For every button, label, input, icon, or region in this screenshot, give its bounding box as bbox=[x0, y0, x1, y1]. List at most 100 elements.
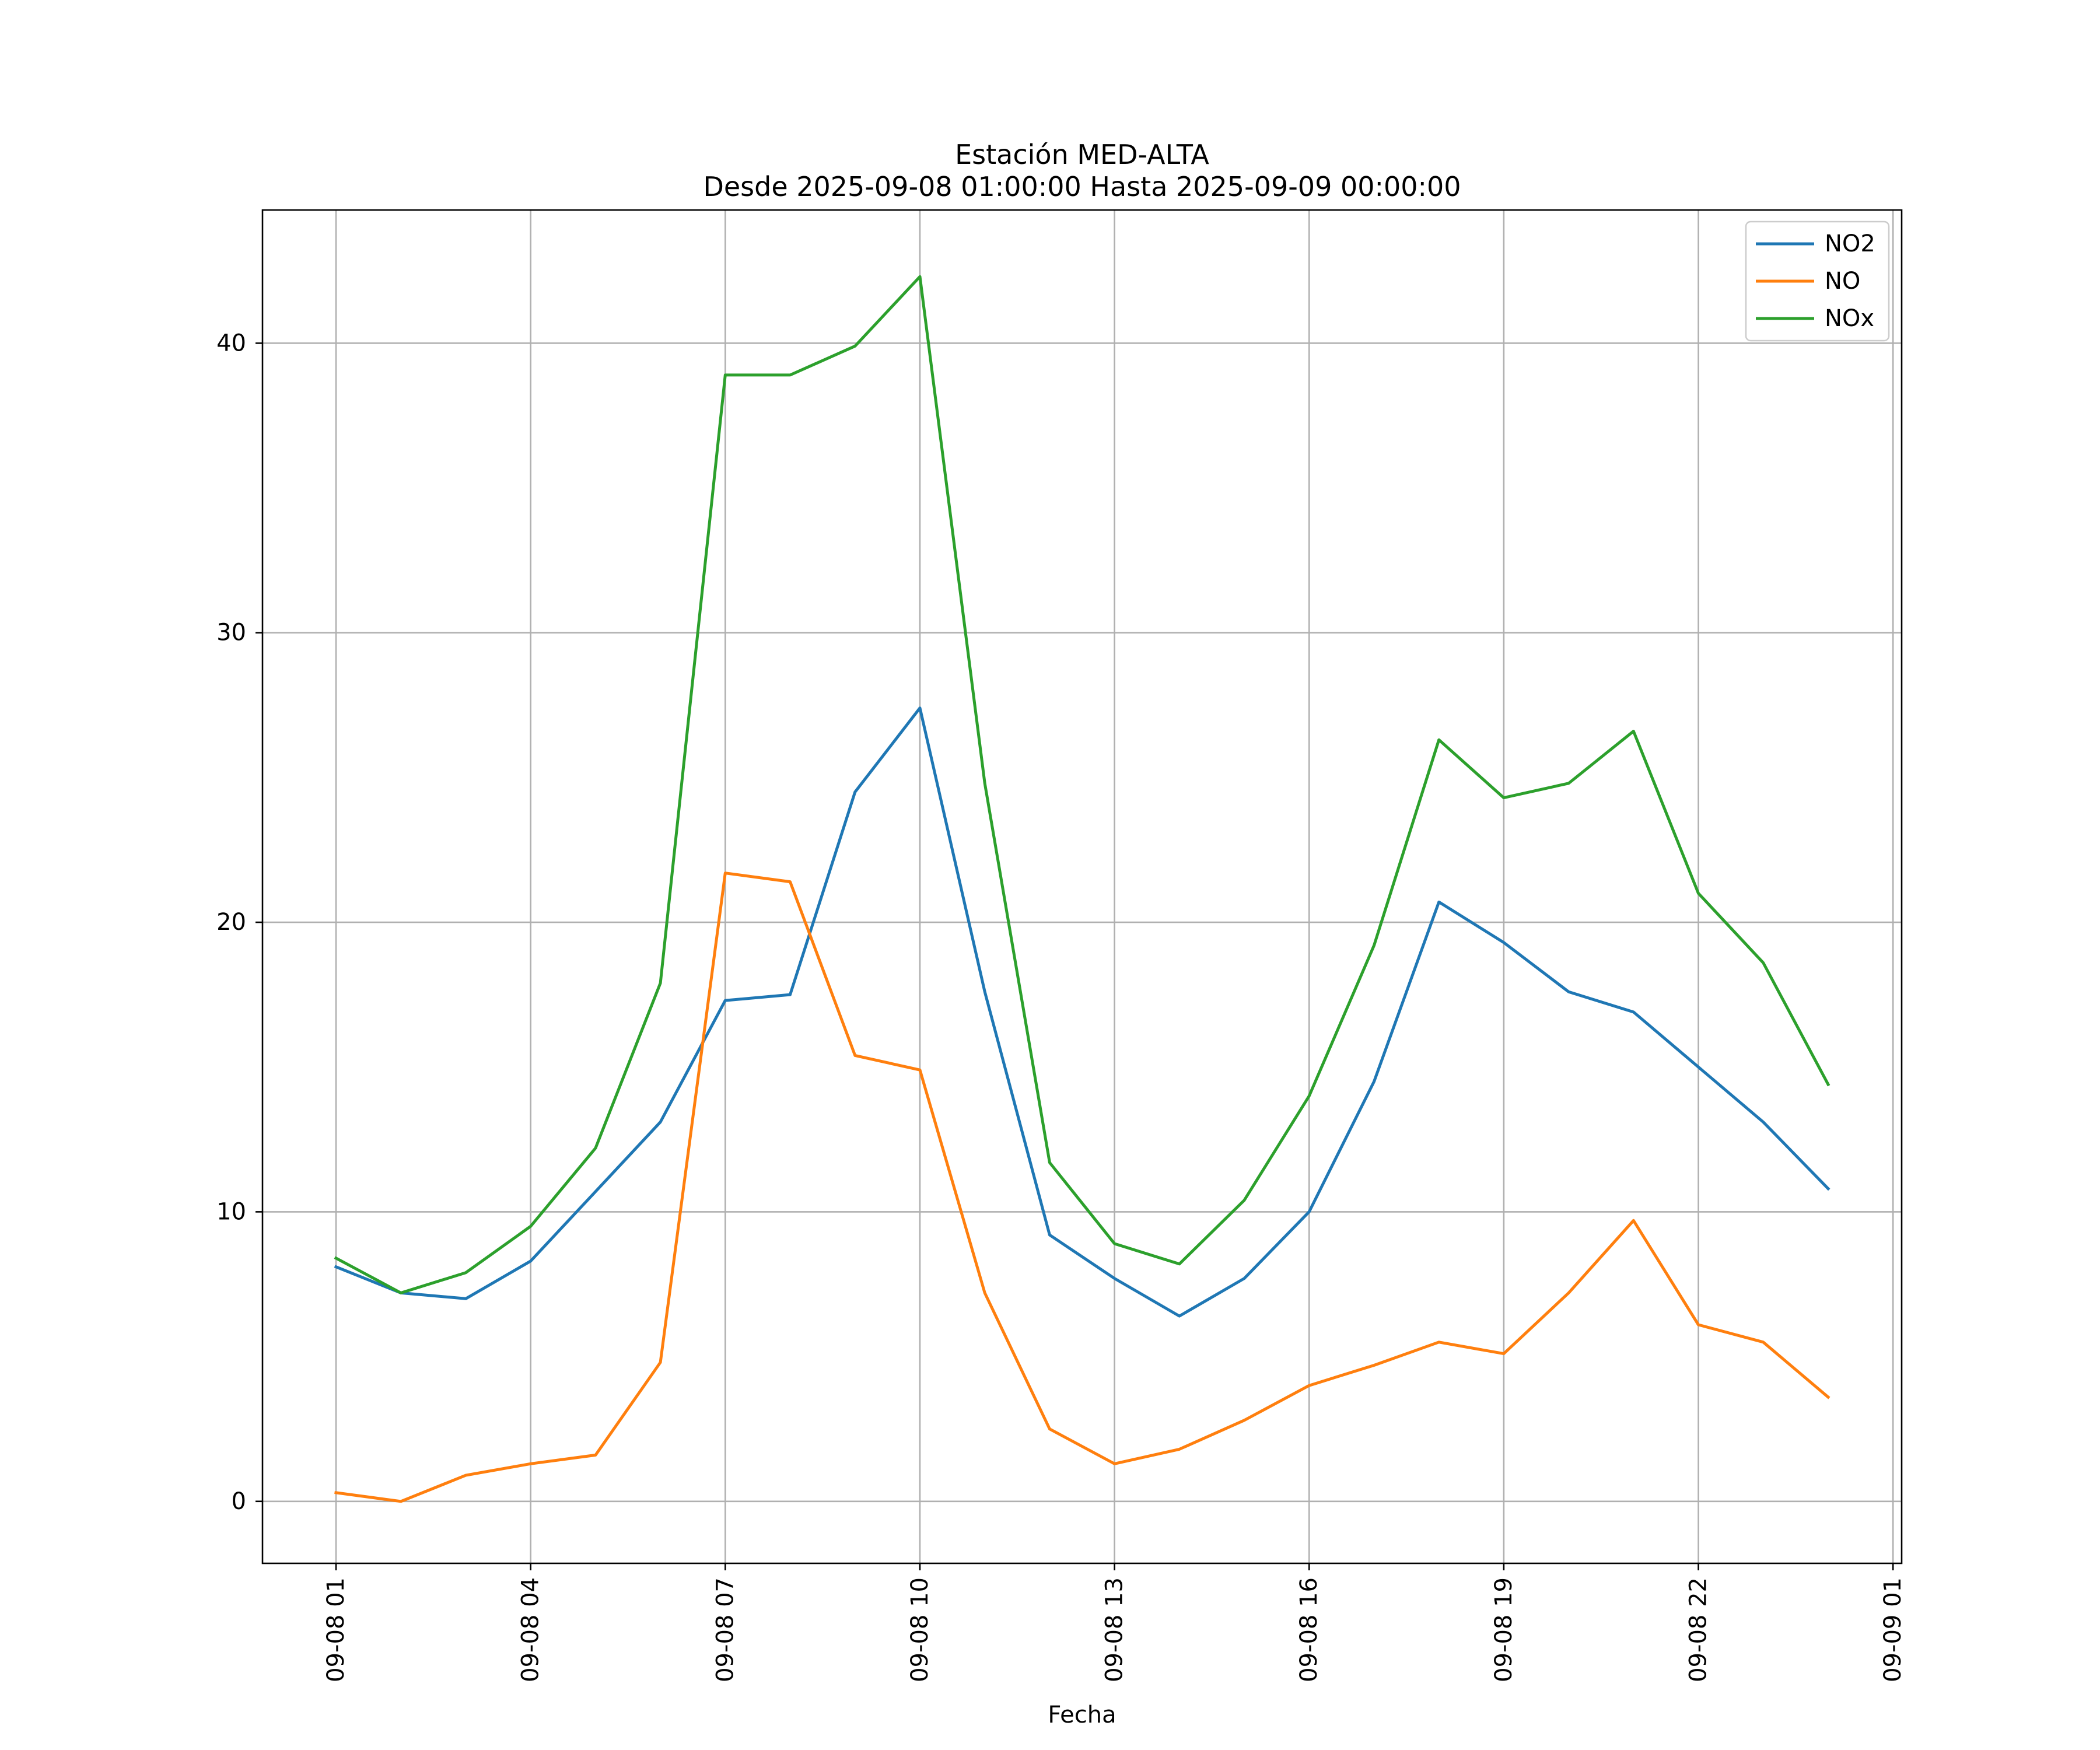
data-point-nox bbox=[1242, 1199, 1246, 1202]
data-point-no bbox=[983, 1291, 986, 1294]
data-point-no2 bbox=[1113, 1277, 1116, 1280]
data-point-no bbox=[659, 1361, 662, 1364]
data-point-nox bbox=[1502, 796, 1506, 800]
data-point-no2 bbox=[464, 1297, 468, 1300]
legend-label-nox: NOx bbox=[1825, 305, 1874, 332]
data-point-nox bbox=[983, 782, 986, 785]
data-point-no2 bbox=[1826, 1187, 1830, 1191]
data-point-no bbox=[1567, 1291, 1570, 1294]
x-tick-label: 09-08 01 bbox=[323, 1577, 349, 1682]
x-tick-label: 09-08 22 bbox=[1685, 1577, 1712, 1682]
grid bbox=[262, 210, 1902, 1563]
data-point-nox bbox=[1307, 1094, 1311, 1098]
series-lines bbox=[334, 275, 1831, 1503]
data-point-no2 bbox=[789, 993, 792, 996]
data-point-nox bbox=[723, 373, 727, 377]
legend-label-no: NO bbox=[1825, 268, 1860, 295]
data-point-no2 bbox=[918, 706, 922, 710]
data-point-no2 bbox=[723, 999, 727, 1002]
y-tick-label: 10 bbox=[216, 1198, 246, 1225]
data-point-no2 bbox=[983, 990, 986, 993]
data-point-no2 bbox=[1242, 1277, 1246, 1280]
data-point-no2 bbox=[334, 1265, 338, 1269]
x-axis-ticks: 09-08 01 09-08 04 09-08 07 09-08 10 09-08 13… bbox=[323, 1563, 1906, 1682]
y-tick-label: 0 bbox=[232, 1488, 246, 1515]
chart-title: Estación MED-ALTA bbox=[955, 139, 1209, 170]
data-point-no bbox=[918, 1068, 922, 1072]
data-point-no2 bbox=[1567, 990, 1570, 993]
x-tick-label: 09-08 19 bbox=[1490, 1577, 1517, 1682]
data-point-no2 bbox=[594, 1190, 597, 1194]
data-point-nox bbox=[399, 1291, 402, 1294]
data-point-nox bbox=[1437, 738, 1441, 741]
data-point-no2 bbox=[1307, 1210, 1311, 1213]
data-point-no bbox=[853, 1054, 857, 1057]
data-point-no bbox=[464, 1474, 468, 1477]
data-point-nox bbox=[334, 1256, 338, 1260]
data-point-nox bbox=[1048, 1161, 1051, 1164]
data-point-no2 bbox=[529, 1259, 533, 1263]
data-point-no2 bbox=[1437, 900, 1441, 904]
x-tick-label: 09-08 07 bbox=[712, 1577, 738, 1682]
data-point-nox bbox=[789, 373, 792, 377]
data-point-nox bbox=[529, 1224, 533, 1228]
series-line-nox bbox=[334, 275, 1831, 1294]
data-point-no bbox=[1826, 1395, 1830, 1399]
data-point-no bbox=[594, 1453, 597, 1457]
data-point-nox bbox=[1373, 944, 1376, 947]
data-point-no2 bbox=[1632, 1010, 1635, 1014]
data-point-nox bbox=[1113, 1242, 1116, 1245]
y-tick-label: 20 bbox=[216, 909, 246, 936]
x-tick-label: 09-09 01 bbox=[1880, 1577, 1906, 1682]
data-point-no bbox=[1502, 1352, 1506, 1356]
data-point-nox bbox=[1567, 782, 1570, 785]
data-point-nox bbox=[659, 981, 662, 985]
data-point-nox bbox=[464, 1271, 468, 1275]
data-point-nox bbox=[1178, 1262, 1181, 1266]
legend-label-no2: NO2 bbox=[1825, 230, 1875, 257]
data-point-no2 bbox=[1697, 1065, 1700, 1069]
plot-area bbox=[262, 210, 1902, 1563]
data-point-no bbox=[1113, 1462, 1116, 1465]
series-line-no2 bbox=[334, 706, 1831, 1318]
y-axis-ticks: 0 10 20 30 40 bbox=[216, 330, 262, 1515]
data-point-nox bbox=[594, 1146, 597, 1150]
data-point-no2 bbox=[1762, 1121, 1765, 1124]
data-point-no2 bbox=[1502, 941, 1506, 944]
chart-subtitle: Desde 2025-09-08 01:00:00 Hasta 2025-09-… bbox=[703, 171, 1461, 202]
legend: NO2 NO NOx bbox=[1745, 220, 1890, 342]
data-point-nox bbox=[1697, 891, 1700, 895]
data-point-no bbox=[1697, 1323, 1700, 1326]
data-point-nox bbox=[918, 275, 922, 278]
data-point-no bbox=[789, 880, 792, 884]
data-point-no bbox=[399, 1500, 402, 1503]
data-point-no bbox=[1373, 1364, 1376, 1367]
x-tick-label: 09-08 04 bbox=[517, 1577, 544, 1682]
plot-frame bbox=[261, 209, 1903, 1564]
data-point-no bbox=[1437, 1340, 1441, 1344]
data-point-no bbox=[1632, 1219, 1635, 1222]
data-point-no2 bbox=[1178, 1314, 1181, 1318]
series-line-no bbox=[334, 872, 1831, 1503]
data-point-nox bbox=[853, 344, 857, 348]
x-tick-label: 09-08 13 bbox=[1101, 1577, 1128, 1682]
data-point-no2 bbox=[659, 1121, 662, 1124]
x-axis-label: Fecha bbox=[1048, 1702, 1116, 1728]
data-point-no bbox=[723, 872, 727, 875]
data-point-no bbox=[1178, 1447, 1181, 1451]
data-point-nox bbox=[1826, 1083, 1830, 1086]
data-point-no2 bbox=[853, 790, 857, 794]
data-point-no bbox=[1762, 1340, 1765, 1344]
data-point-no bbox=[1307, 1384, 1311, 1387]
y-tick-label: 40 bbox=[216, 330, 246, 356]
x-tick-label: 09-08 10 bbox=[907, 1577, 933, 1682]
y-tick-label: 30 bbox=[216, 620, 246, 646]
data-point-no2 bbox=[1048, 1233, 1051, 1237]
data-point-no2 bbox=[1373, 1080, 1376, 1083]
data-point-no bbox=[1048, 1427, 1051, 1431]
x-tick-label: 09-08 16 bbox=[1296, 1577, 1322, 1682]
data-point-no bbox=[1242, 1419, 1246, 1422]
data-point-nox bbox=[1762, 961, 1765, 965]
data-point-no bbox=[334, 1491, 338, 1494]
